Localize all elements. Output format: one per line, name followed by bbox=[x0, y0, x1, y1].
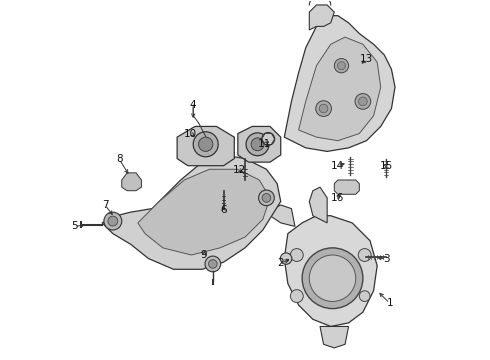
Text: 2: 2 bbox=[277, 258, 284, 268]
Polygon shape bbox=[284, 16, 395, 152]
Circle shape bbox=[334, 59, 348, 73]
Circle shape bbox=[193, 132, 218, 157]
Text: 16: 16 bbox=[331, 193, 344, 203]
Text: 12: 12 bbox=[233, 165, 246, 175]
Polygon shape bbox=[238, 126, 281, 162]
Text: 5: 5 bbox=[71, 221, 77, 231]
Text: 1: 1 bbox=[386, 298, 393, 308]
Text: 9: 9 bbox=[200, 250, 207, 260]
Polygon shape bbox=[138, 169, 270, 255]
Text: 7: 7 bbox=[101, 200, 108, 210]
Polygon shape bbox=[102, 155, 281, 269]
Polygon shape bbox=[309, 5, 334, 30]
Circle shape bbox=[262, 194, 271, 202]
Text: 3: 3 bbox=[383, 254, 390, 264]
Circle shape bbox=[319, 104, 328, 113]
Text: 11: 11 bbox=[258, 139, 271, 149]
Polygon shape bbox=[320, 327, 348, 348]
Circle shape bbox=[205, 256, 220, 272]
Polygon shape bbox=[122, 173, 142, 191]
Circle shape bbox=[259, 190, 274, 206]
Circle shape bbox=[358, 249, 371, 261]
Circle shape bbox=[251, 138, 264, 151]
Circle shape bbox=[338, 62, 345, 69]
Circle shape bbox=[359, 291, 370, 301]
Polygon shape bbox=[177, 126, 234, 166]
Circle shape bbox=[246, 133, 269, 156]
Circle shape bbox=[309, 255, 356, 301]
Circle shape bbox=[355, 94, 371, 109]
Circle shape bbox=[262, 132, 275, 145]
Circle shape bbox=[291, 249, 303, 261]
Circle shape bbox=[302, 248, 363, 309]
Text: 13: 13 bbox=[360, 54, 373, 64]
Text: 14: 14 bbox=[331, 161, 344, 171]
Polygon shape bbox=[270, 205, 295, 226]
Circle shape bbox=[198, 137, 213, 152]
Circle shape bbox=[291, 290, 303, 302]
Circle shape bbox=[104, 212, 122, 230]
Polygon shape bbox=[284, 216, 377, 327]
Circle shape bbox=[108, 216, 118, 226]
Circle shape bbox=[280, 253, 292, 264]
Text: 4: 4 bbox=[190, 100, 196, 110]
Circle shape bbox=[359, 97, 367, 106]
Polygon shape bbox=[309, 187, 327, 223]
Polygon shape bbox=[334, 180, 359, 194]
Text: 15: 15 bbox=[379, 161, 392, 171]
Text: 8: 8 bbox=[116, 154, 122, 164]
Polygon shape bbox=[298, 37, 381, 141]
Circle shape bbox=[316, 101, 331, 116]
Text: 6: 6 bbox=[220, 205, 227, 215]
Circle shape bbox=[209, 260, 217, 268]
Text: 10: 10 bbox=[184, 129, 197, 139]
